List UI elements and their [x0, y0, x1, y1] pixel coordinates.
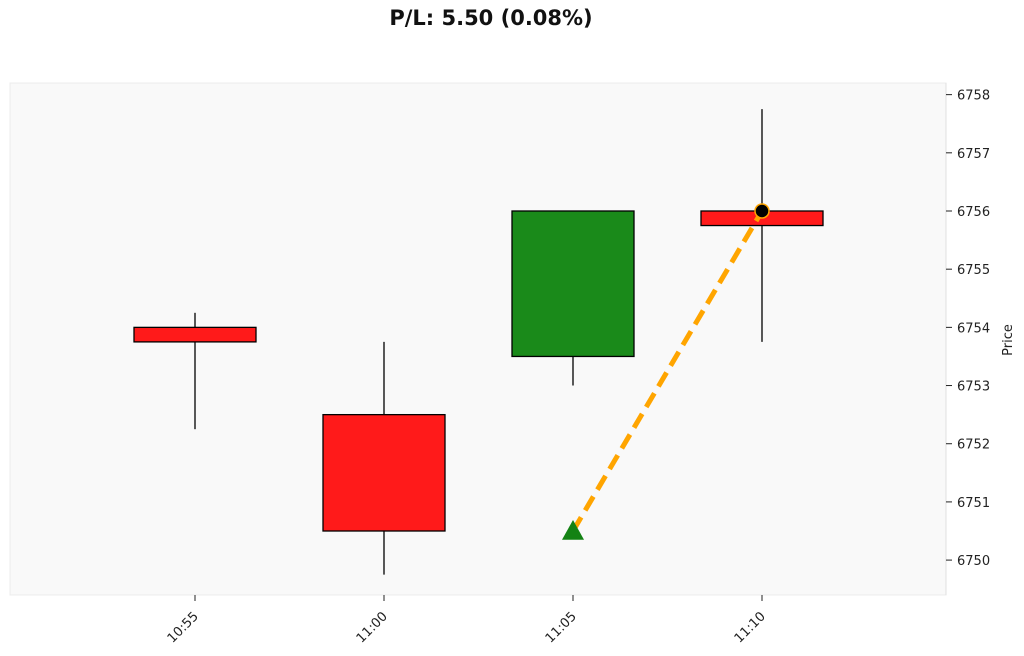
entry-marker: [562, 520, 584, 540]
x-tick-label: 11:10: [732, 609, 769, 646]
exit-marker: [754, 203, 770, 219]
y-tick-label: 6751: [957, 496, 990, 511]
x-tick-label: 10:55: [165, 609, 202, 646]
candle-body: [133, 326, 257, 343]
y-tick-label: 6750: [957, 554, 990, 569]
y-tick-label: 6753: [957, 380, 990, 395]
trade-layer: [562, 203, 770, 540]
y-axis-label: Price: [1001, 324, 1016, 356]
x-tick-label: 11:05: [543, 609, 580, 646]
x-tick-label: 11:00: [354, 609, 391, 646]
candles-layer: [133, 109, 824, 575]
chart-title: P/L: 5.50 (0.08%): [389, 6, 593, 30]
y-tick-label: 6754: [957, 321, 990, 336]
y-tick-label: 6758: [957, 89, 990, 104]
y-tick-label: 6755: [957, 263, 990, 278]
trade-line: [570, 209, 765, 533]
candle-body: [511, 210, 635, 358]
y-axis: 6750 6751 6752 6753 6754 6755 6756 6757 6758: [946, 89, 990, 569]
x-axis: 10:55 11:00 11:05 11:10: [165, 595, 769, 646]
y-tick-label: 6757: [957, 147, 990, 162]
y-tick-label: 6756: [957, 205, 990, 220]
candle-body: [322, 413, 446, 532]
y-tick-label: 6752: [957, 438, 990, 453]
